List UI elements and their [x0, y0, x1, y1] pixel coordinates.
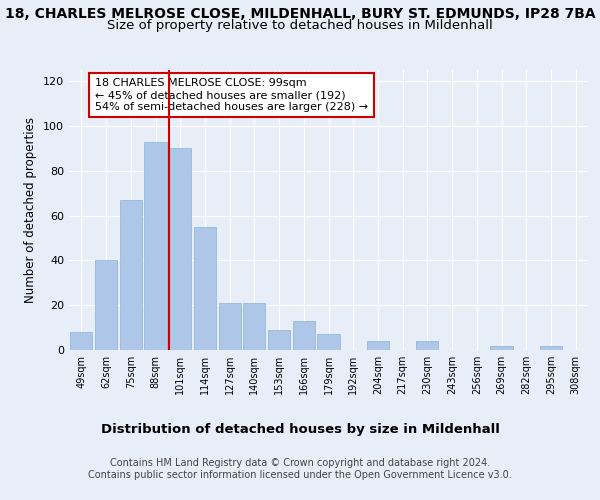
Bar: [145, 142, 167, 350]
Text: Contains public sector information licensed under the Open Government Licence v3: Contains public sector information licen…: [88, 470, 512, 480]
Text: Contains HM Land Registry data © Crown copyright and database right 2024.: Contains HM Land Registry data © Crown c…: [110, 458, 490, 468]
Bar: [70, 332, 92, 350]
Y-axis label: Number of detached properties: Number of detached properties: [25, 117, 37, 303]
Bar: [243, 303, 265, 350]
Bar: [119, 200, 142, 350]
Bar: [540, 346, 562, 350]
Text: 18, CHARLES MELROSE CLOSE, MILDENHALL, BURY ST. EDMUNDS, IP28 7BA: 18, CHARLES MELROSE CLOSE, MILDENHALL, B…: [5, 8, 595, 22]
Text: 18 CHARLES MELROSE CLOSE: 99sqm
← 45% of detached houses are smaller (192)
54% o: 18 CHARLES MELROSE CLOSE: 99sqm ← 45% of…: [95, 78, 368, 112]
Bar: [317, 334, 340, 350]
Bar: [490, 346, 512, 350]
Bar: [194, 227, 216, 350]
Bar: [416, 341, 439, 350]
Text: Size of property relative to detached houses in Mildenhall: Size of property relative to detached ho…: [107, 19, 493, 32]
Bar: [169, 148, 191, 350]
Bar: [218, 303, 241, 350]
Text: Distribution of detached houses by size in Mildenhall: Distribution of detached houses by size …: [101, 422, 499, 436]
Bar: [367, 341, 389, 350]
Bar: [268, 330, 290, 350]
Bar: [293, 321, 315, 350]
Bar: [95, 260, 117, 350]
